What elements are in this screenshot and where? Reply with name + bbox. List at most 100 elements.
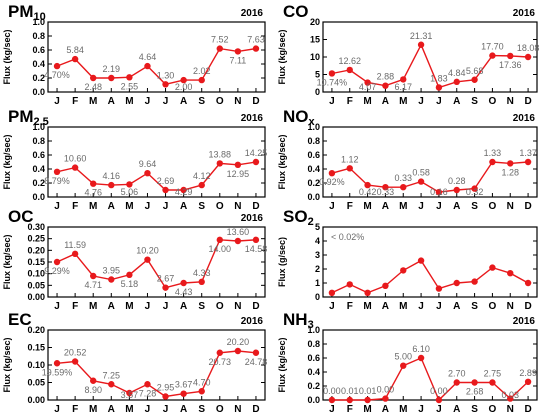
month-label: D [524, 301, 531, 312]
month-label: A [382, 201, 389, 212]
month-label: J [436, 201, 442, 212]
y-tick-label: 0 [315, 87, 320, 97]
data-label: 7.11 [229, 55, 246, 65]
y-tick-label: 1.0 [307, 122, 320, 132]
data-point [144, 381, 151, 388]
data-point [453, 379, 460, 386]
data-point [216, 236, 223, 244]
data-point [382, 184, 389, 191]
month-label: J [163, 301, 169, 312]
data-point [400, 76, 407, 83]
data-label: 12.95 [227, 169, 250, 179]
month-label: S [471, 404, 478, 415]
month-label: A [453, 301, 460, 312]
data-point [234, 237, 242, 245]
y-tick-label: 0 [315, 292, 320, 302]
y-tick-label: 0.4 [307, 367, 320, 377]
month-label: J [329, 301, 335, 312]
panel-title: OC [8, 207, 34, 226]
data-label: 2.68 [466, 387, 484, 397]
data-point [234, 48, 242, 55]
data-point [71, 164, 79, 171]
data-label: 13.60 [227, 227, 250, 237]
plot-frame [322, 126, 538, 198]
panel-ec: EC 2016 Flux (kg/sec) 0.00 0.05 0.10 0.15 0.20 J… [2, 310, 267, 415]
y-tick-label: 0.10 [27, 360, 45, 370]
data-label: 9.64 [139, 159, 157, 169]
y-tick-label: 0.6 [32, 45, 45, 55]
month-label: A [382, 301, 389, 312]
y-tick-label: 0.15 [27, 257, 45, 267]
month-label: A [453, 201, 460, 212]
y-tick-label: 0.0 [32, 87, 45, 97]
month-label: J [145, 96, 151, 107]
data-label: 4.70 [193, 377, 211, 387]
panel-pm25: PM2.5 2016 Flux (kg/sec) 0.0 0.2 0.4 0.6 0.8 1.0… [2, 107, 267, 212]
data-label: 4.33 [193, 268, 211, 278]
month-label: N [234, 201, 241, 212]
data-label: 0.42 [359, 187, 377, 197]
data-point [162, 284, 169, 291]
data-point [524, 53, 532, 61]
data-label: 4.29 [175, 187, 193, 197]
data-point [90, 180, 97, 187]
data-point [489, 52, 496, 59]
plot-frame [47, 126, 266, 198]
month-label: N [234, 96, 241, 107]
data-point [234, 347, 242, 355]
month-label: J [54, 201, 60, 212]
y-tick-label: 0.0 [307, 192, 320, 202]
data-point [252, 236, 260, 244]
year-label: 2016 [241, 213, 264, 224]
month-label: J [329, 404, 335, 415]
data-point [507, 52, 514, 60]
panel-title-subscript: x [309, 116, 316, 128]
panel-title-main: NH [283, 310, 308, 329]
month-label: A [382, 96, 389, 107]
y-axis-label: Flux (kg/sec) [277, 337, 287, 392]
data-point [364, 396, 371, 404]
data-label: 4.43 [175, 287, 193, 297]
month-label: A [108, 301, 115, 312]
y-tick-label: 0.4 [307, 164, 320, 174]
month-label: F [347, 404, 353, 415]
data-label: 14.25 [245, 148, 268, 158]
month-label: D [252, 96, 259, 107]
data-point [400, 362, 407, 369]
month-label: M [89, 96, 97, 107]
y-tick-label: 5 [315, 70, 320, 80]
month-label: A [108, 404, 115, 415]
month-label: M [125, 96, 133, 107]
data-label: 4.84 [448, 68, 466, 78]
data-point [216, 349, 223, 356]
data-point [507, 270, 514, 277]
y-axis-label: Flux (g/sec) [277, 237, 287, 287]
y-axis-label: Flux (kg/sec) [2, 337, 12, 392]
data-label: 0.33 [377, 187, 395, 197]
data-label: 0.00 [323, 386, 341, 396]
data-label: 17.36 [499, 60, 522, 70]
month-label: M [125, 301, 133, 312]
month-label: S [198, 96, 205, 107]
y-axis-label: Flux (kg/sec) [2, 29, 12, 84]
data-point [108, 181, 115, 189]
data-label: 1.28 [501, 167, 519, 177]
data-point [507, 395, 514, 402]
data-label: 5.18 [121, 279, 139, 289]
year-label: 2016 [513, 113, 536, 124]
y-tick-label: 0.8 [307, 339, 320, 349]
data-point [90, 272, 97, 280]
month-label: M [399, 96, 407, 107]
y-tick-label: 0.2 [307, 178, 320, 188]
data-point [126, 74, 133, 81]
month-label: F [347, 201, 353, 212]
month-label: O [489, 96, 497, 107]
data-point [417, 257, 425, 264]
data-point [108, 381, 115, 388]
month-label: N [234, 404, 241, 415]
month-label: M [125, 404, 133, 415]
data-label: 2.75 [484, 369, 502, 379]
panel-title: EC [8, 310, 32, 329]
